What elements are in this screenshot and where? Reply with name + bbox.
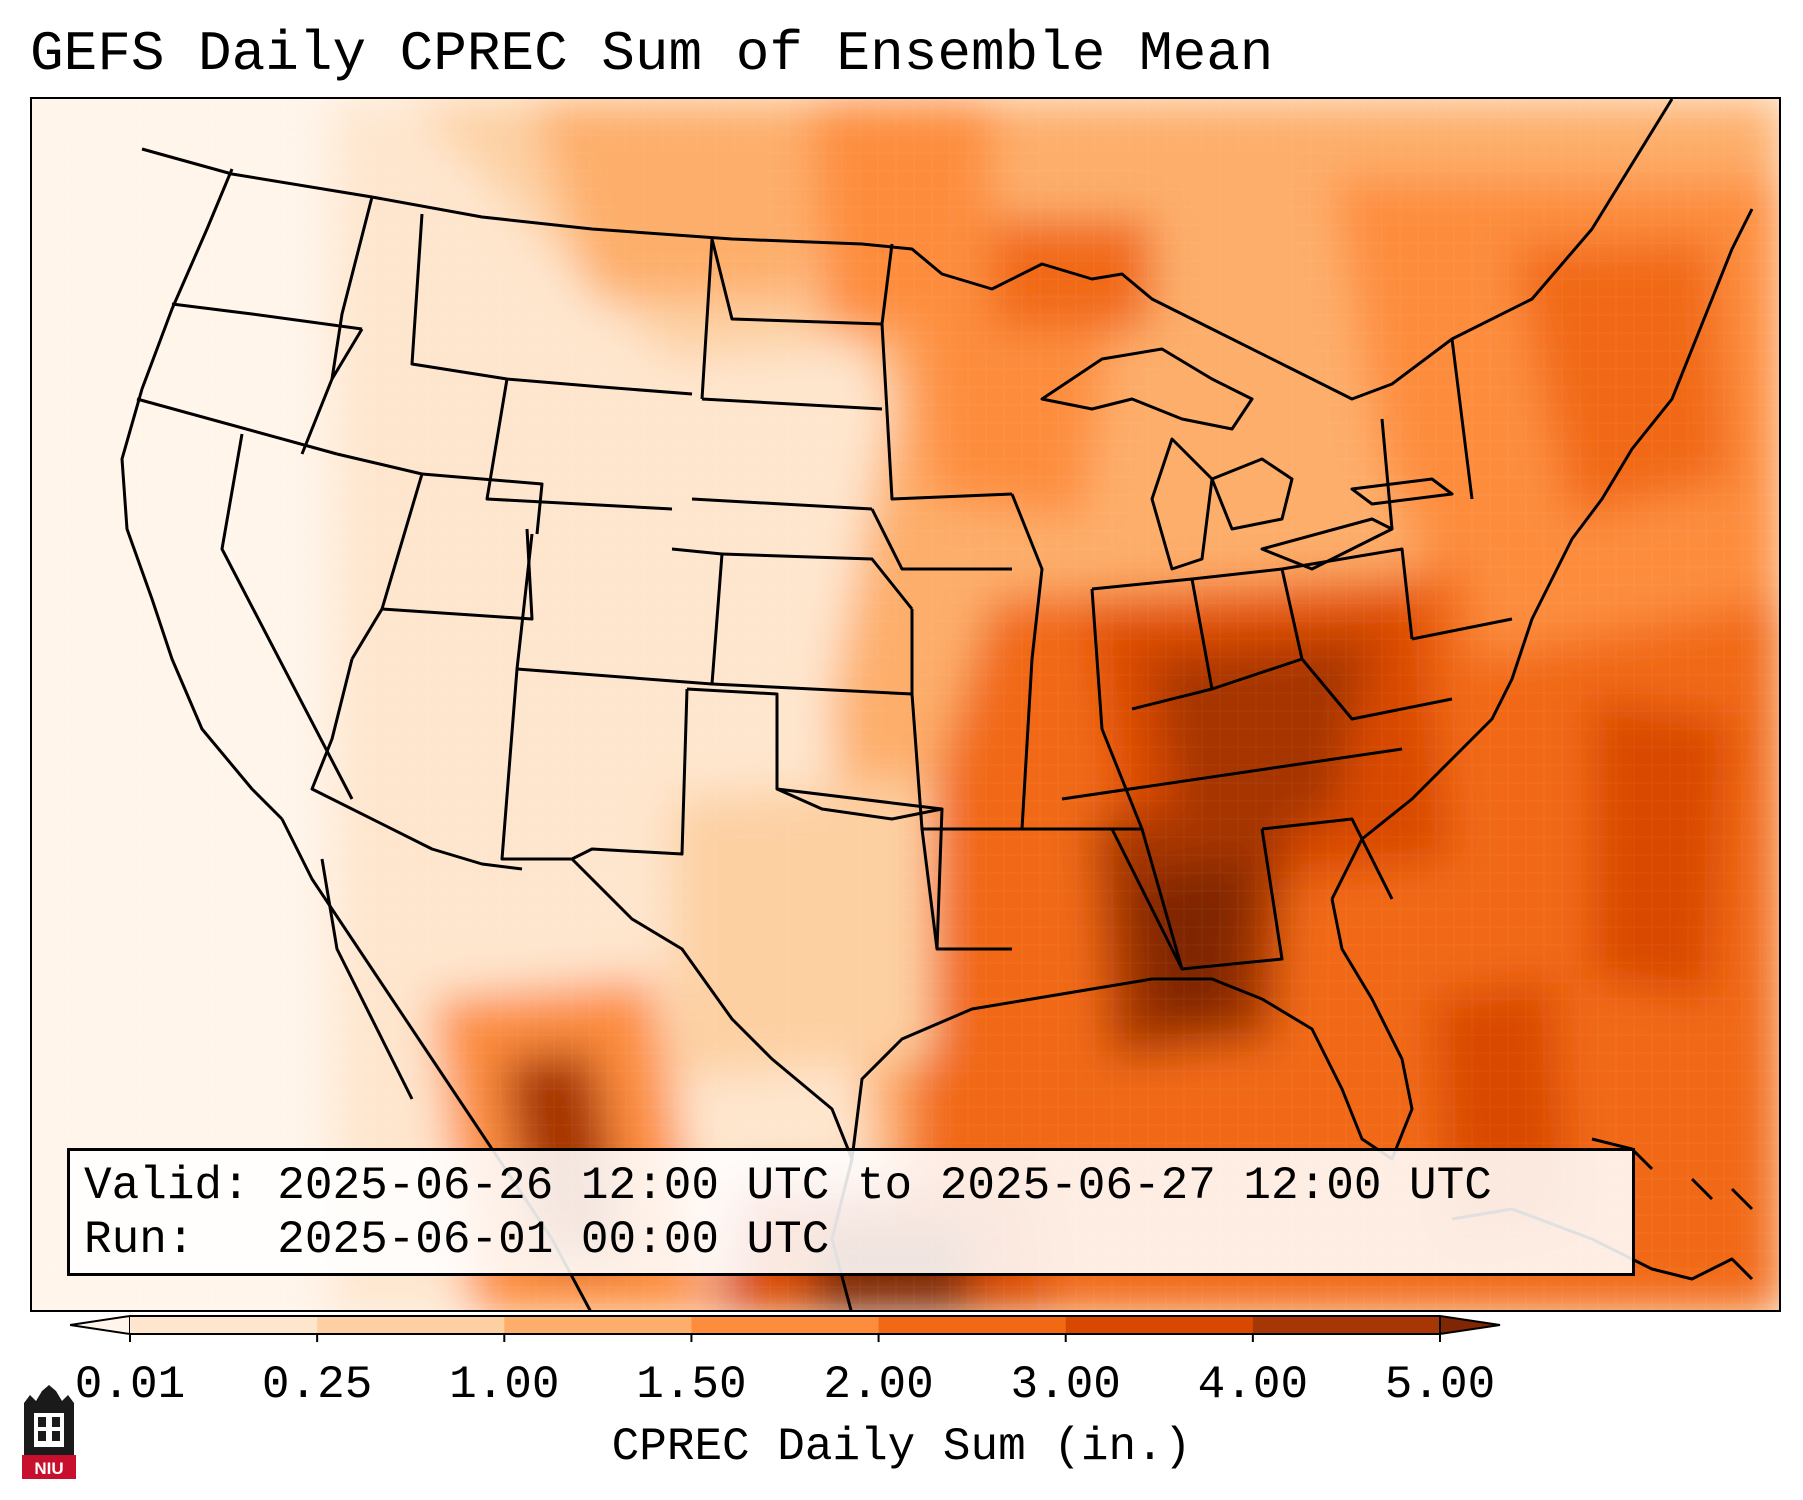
valid-run-info-box: Valid: 2025-06-26 12:00 UTC to 2025-06-2… xyxy=(67,1148,1635,1276)
map-canvas xyxy=(32,99,1779,1310)
run-row: Run: 2025-06-01 00:00 UTC xyxy=(84,1213,1632,1267)
colorbar-segment xyxy=(878,1316,1067,1334)
run-value: 2025-06-01 00:00 UTC xyxy=(277,1214,830,1266)
precipitation-map xyxy=(30,97,1781,1312)
university-building-icon: NIU xyxy=(22,1385,76,1479)
chart-title: GEFS Daily CPREC Sum of Ensemble Mean xyxy=(30,22,1274,86)
colorbar-tick-label: 0.01 xyxy=(74,1359,186,1411)
colorbar-segment xyxy=(691,1316,880,1334)
colorbar-tick-label: 1.00 xyxy=(449,1359,560,1411)
colorbar-segments xyxy=(70,1314,1501,1336)
colorbar-tick-label: 0.25 xyxy=(261,1359,373,1411)
valid-value: 2025-06-26 12:00 UTC to 2025-06-27 12:00… xyxy=(277,1160,1492,1212)
colorbar-tick-label: 1.50 xyxy=(636,1359,747,1411)
colorbar-ticks xyxy=(129,1334,1441,1342)
colorbar-axis-label: CPREC Daily Sum (in.) xyxy=(611,1421,1192,1473)
colorbar-outline xyxy=(130,1315,1440,1335)
colorbar-extend-low xyxy=(70,1314,131,1336)
valid-row: Valid: 2025-06-26 12:00 UTC to 2025-06-2… xyxy=(84,1159,1632,1213)
run-label: Run: xyxy=(84,1214,195,1266)
colorbar xyxy=(70,1314,1501,1342)
colorbar-segment xyxy=(317,1316,505,1334)
colorbar-segment xyxy=(130,1316,318,1334)
colorbar-segment xyxy=(504,1316,692,1334)
colorbar-tick-label: 5.00 xyxy=(1384,1359,1496,1411)
colorbar-tick-label: 2.00 xyxy=(823,1359,934,1411)
state-borders xyxy=(120,99,1754,1310)
colorbar-tick-label: 3.00 xyxy=(1010,1359,1121,1411)
logo-text: NIU xyxy=(34,1459,63,1478)
valid-label: Valid: xyxy=(84,1160,250,1212)
colorbar-tick-label: 4.00 xyxy=(1197,1359,1309,1411)
colorbar-segment xyxy=(1252,1316,1441,1334)
colorbar-extend-high xyxy=(1439,1314,1501,1336)
colorbar-segment xyxy=(1065,1316,1254,1334)
